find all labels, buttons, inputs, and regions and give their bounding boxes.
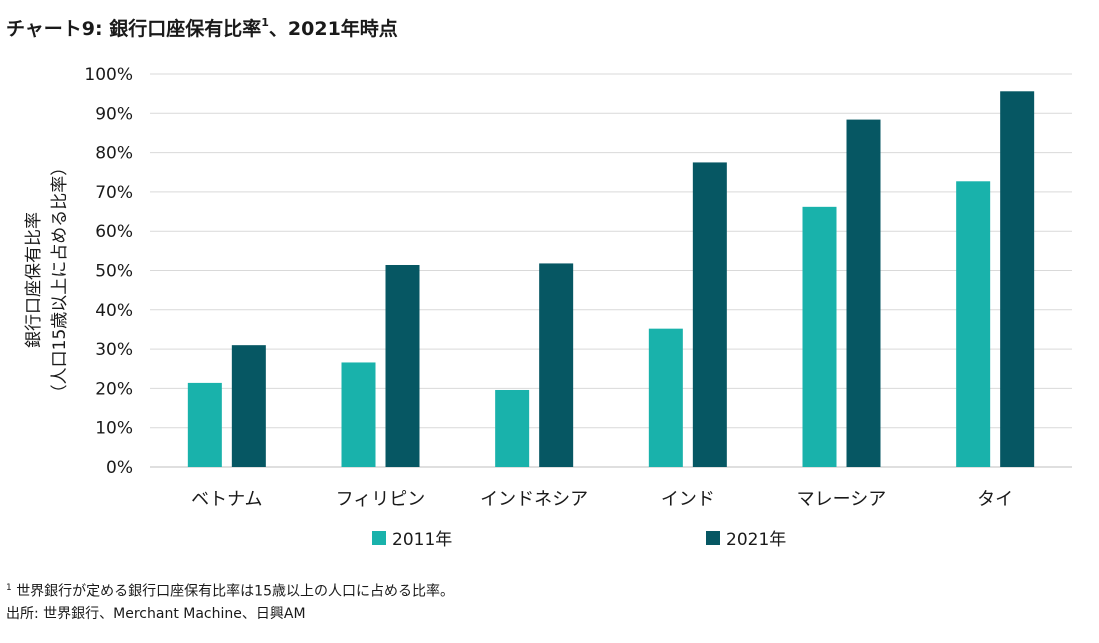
bar-2021 bbox=[692, 162, 727, 468]
source-note: 出所: 世界銀行、Merchant Machine、日興AM bbox=[6, 605, 306, 622]
footnote-marker: 1 bbox=[6, 583, 12, 593]
x-tick-label: ベトナム bbox=[191, 489, 262, 510]
footnote-block: 1 世界銀行が定める銀行口座保有比率は15歳以上の人口に占める比率。 出所: 世… bbox=[6, 577, 454, 625]
legend-label-2011: 2011年 bbox=[392, 530, 453, 550]
y-tick-label: 20% bbox=[95, 379, 133, 399]
bar-2011 bbox=[802, 206, 837, 468]
y-tick-label: 90% bbox=[95, 104, 133, 124]
y-tick-label: 50% bbox=[95, 262, 133, 282]
legend-label-2021: 2021年 bbox=[726, 530, 787, 550]
y-tick-label: 100% bbox=[84, 65, 133, 85]
bar-2021 bbox=[385, 264, 420, 467]
x-tick-label: タイ bbox=[977, 489, 1013, 510]
bar-2021 bbox=[1000, 91, 1035, 468]
y-tick-label: 30% bbox=[95, 340, 133, 360]
bar-2011 bbox=[341, 362, 376, 467]
y-tick-label: 10% bbox=[95, 419, 133, 439]
x-tick-label: マレーシア bbox=[797, 489, 887, 510]
bar-2021 bbox=[539, 263, 574, 467]
x-tick-label: フィリピン bbox=[336, 489, 426, 510]
bar-chart: 0% 10% 20% 30% 40% 50% 60% 70% 80% 90% 100% ベトナム フィリ… bbox=[84, 65, 1072, 510]
y-tick-label: 40% bbox=[95, 301, 133, 321]
legend-item-2021: 2021年 bbox=[706, 525, 786, 550]
footnote-note: 1 世界銀行が定める銀行口座保有比率は15歳以上の人口に占める比率。 bbox=[6, 577, 454, 603]
bar-2021 bbox=[231, 345, 266, 467]
footnote-text: 世界銀行が定める銀行口座保有比率は15歳以上の人口に占める比率。 bbox=[16, 583, 455, 600]
bar-2011 bbox=[648, 328, 683, 467]
bar-2011 bbox=[187, 382, 222, 467]
chart-title: チャート9: 銀行口座保有比率1、2021年時点 bbox=[6, 14, 398, 41]
y-tick-label: 60% bbox=[95, 222, 133, 242]
y-tick-label: 0% bbox=[106, 458, 133, 478]
x-tick-label: インドネシア bbox=[480, 489, 588, 510]
x-tick-label: インド bbox=[661, 489, 715, 510]
legend-item-2011: 2011年 bbox=[372, 525, 452, 550]
legend-swatch-2011 bbox=[372, 530, 386, 545]
legend: 2011年 2021年 bbox=[0, 525, 1099, 551]
chart-title-text: チャート9: 銀行口座保有比率 bbox=[6, 18, 262, 40]
y-tick-label: 70% bbox=[95, 183, 133, 203]
chart-title-footnote-marker: 1 bbox=[261, 15, 269, 29]
bar-2021 bbox=[846, 119, 881, 467]
y-tick-label: 80% bbox=[95, 144, 133, 164]
bar-2011 bbox=[495, 389, 530, 467]
legend-swatch-2021 bbox=[706, 530, 720, 545]
chart-title-suffix: 、2021年時点 bbox=[268, 18, 398, 40]
bar-2011 bbox=[956, 181, 991, 467]
